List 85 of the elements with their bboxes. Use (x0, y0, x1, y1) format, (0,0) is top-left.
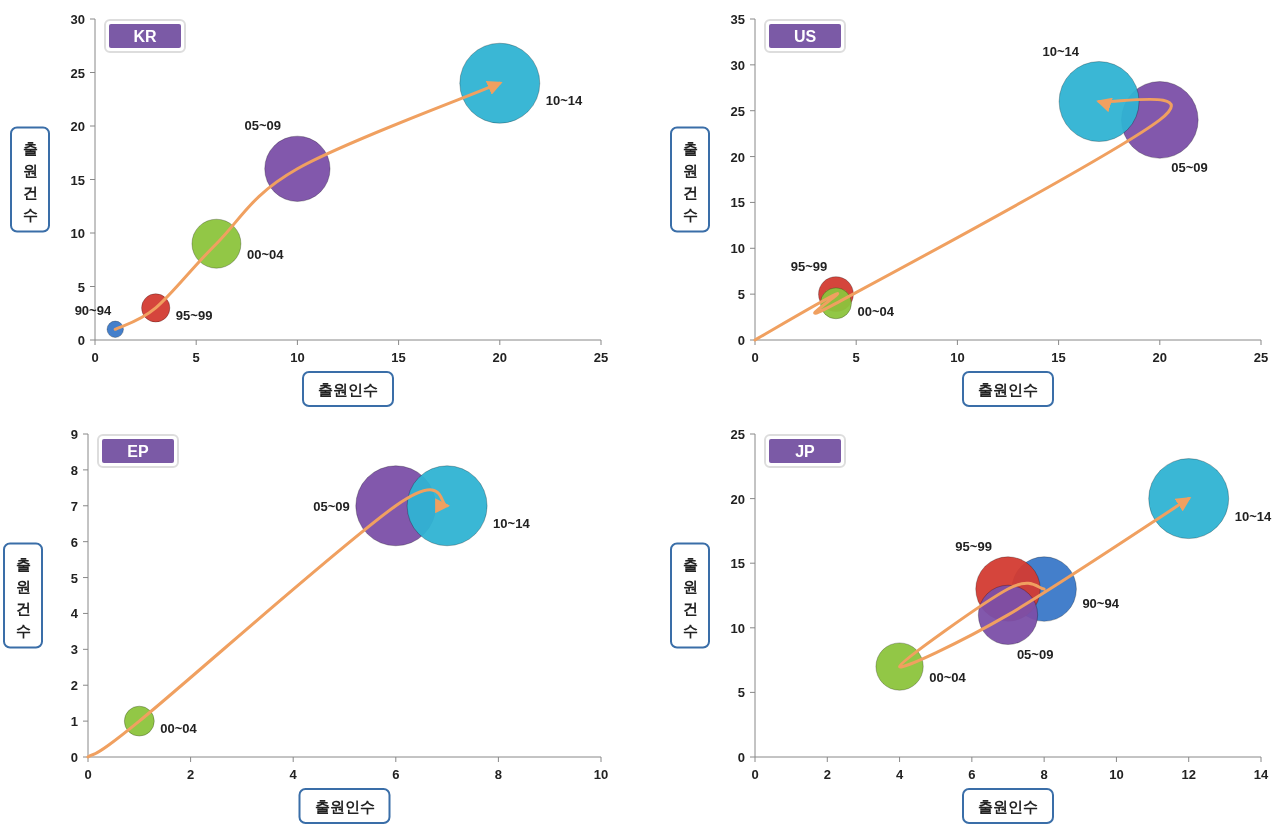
y-tick-label: 0 (737, 750, 745, 765)
y-tick-label: 5 (70, 570, 78, 586)
x-tick-label: 15 (391, 350, 406, 365)
x-tick-label: 25 (593, 350, 609, 365)
y-tick-label: 0 (70, 750, 78, 765)
y-tick-label: 5 (737, 287, 745, 303)
x-tick-label: 12 (1181, 767, 1196, 782)
x-tick-label: 0 (751, 350, 759, 365)
text: EP (127, 443, 149, 460)
y-tick-label: 30 (70, 12, 85, 27)
x-tick-label: 4 (289, 767, 298, 782)
series-label: 95~99 (955, 538, 992, 554)
series-label: 90~94 (1082, 595, 1120, 611)
y-tick-label: 0 (77, 333, 85, 348)
x-tick-label: 5 (852, 350, 860, 365)
x-tick-label: 6 (392, 767, 400, 782)
y-axis-title: 출원건수 (682, 139, 698, 223)
y-axis-title: 출원건수 (22, 139, 38, 223)
y-tick-label: 3 (70, 642, 78, 658)
series-label: 00~04 (857, 303, 895, 319)
x-tick-label: 20 (1152, 350, 1168, 365)
x-tick-label: 5 (192, 350, 200, 365)
x-tick-label: 20 (492, 350, 508, 365)
series-label: 95~99 (790, 258, 828, 274)
series-label: 00~04 (246, 247, 285, 263)
y-tick-label: 7 (70, 498, 78, 514)
y-tick-label: 10 (70, 226, 85, 241)
y-tick-label: 1 (70, 714, 78, 730)
series-label: 05~09 (1016, 646, 1054, 662)
y-tick-label: 6 (70, 534, 78, 550)
series-label: 10~14 (1042, 43, 1080, 59)
y-tick-label: 2 (70, 678, 78, 694)
y-tick-label: 25 (730, 103, 745, 119)
series-label: 00~04 (160, 721, 198, 737)
x-tick-label: 2 (823, 767, 831, 782)
x-tick-label: 0 (91, 350, 99, 365)
y-tick-label: 8 (70, 462, 78, 478)
y-axis-title: 출원건수 (15, 555, 31, 639)
x-tick-label: 0 (751, 767, 759, 782)
x-tick-label: 8 (1040, 767, 1048, 782)
y-tick-label: 20 (70, 119, 85, 134)
series-label: 05~09 (244, 118, 282, 134)
series-label: 90~94 (74, 303, 112, 319)
x-tick-label: 6 (968, 767, 976, 782)
x-axis-title: 출원인수 (978, 381, 1038, 398)
y-tick-label: 20 (730, 149, 745, 165)
y-tick-label: 25 (70, 65, 85, 81)
x-tick-label: 10 (290, 350, 305, 365)
x-tick-label: 8 (494, 767, 503, 782)
y-tick-label: 0 (737, 333, 745, 348)
x-tick-label: 10 (1109, 767, 1124, 782)
y-tick-label: 5 (77, 279, 85, 295)
y-tick-label: 15 (70, 172, 85, 188)
y-tick-label: 20 (730, 491, 745, 507)
y-tick-label: 10 (730, 620, 745, 636)
y-tick-label: 30 (730, 57, 745, 73)
series-label: 10~14 (545, 93, 584, 109)
x-tick-label: 14 (1253, 767, 1269, 782)
series-label: 95~99 (175, 307, 213, 323)
y-tick-label: 15 (730, 556, 745, 572)
y-tick-label: 9 (70, 427, 78, 442)
x-tick-label: 10 (950, 350, 965, 365)
y-tick-label: 15 (730, 195, 745, 211)
x-tick-label: 4 (895, 767, 904, 782)
y-tick-label: 35 (730, 12, 745, 27)
series-label: 10~14 (1234, 508, 1272, 524)
x-tick-label: 2 (186, 767, 195, 782)
text: JP (795, 443, 816, 460)
x-tick-label: 25 (1253, 350, 1269, 365)
series-label: 05~09 (313, 498, 350, 514)
y-tick-label: 4 (70, 606, 79, 622)
y-axis-title: 출원건수 (682, 555, 698, 639)
y-tick-label: 25 (730, 427, 745, 442)
x-axis-title: 출원인수 (318, 381, 378, 398)
series-label: 00~04 (929, 670, 967, 686)
text: US (793, 28, 817, 45)
series-label: 05~09 (1171, 160, 1208, 176)
x-axis-title: 출원인수 (314, 798, 375, 815)
x-tick-label: 15 (1051, 350, 1066, 365)
text: KR (133, 28, 157, 45)
series-label: 10~14 (493, 515, 531, 531)
y-tick-label: 5 (737, 685, 745, 701)
x-axis-title: 출원인수 (978, 798, 1038, 815)
y-tick-label: 10 (730, 241, 745, 257)
x-tick-label: 10 (593, 767, 609, 782)
